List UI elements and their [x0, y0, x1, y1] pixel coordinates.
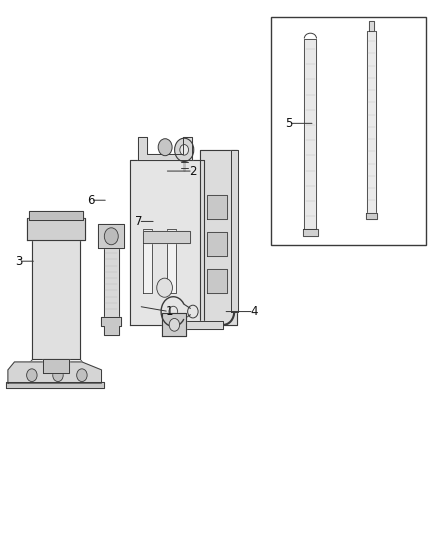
Polygon shape [200, 150, 237, 325]
Circle shape [77, 369, 87, 382]
Polygon shape [8, 362, 102, 383]
Text: 1: 1 [165, 305, 173, 318]
Polygon shape [143, 231, 191, 243]
Circle shape [175, 138, 194, 161]
Polygon shape [143, 229, 152, 293]
Bar [271, 17, 426, 245]
Circle shape [53, 369, 63, 382]
Text: 2: 2 [189, 165, 197, 177]
Polygon shape [29, 212, 83, 220]
Polygon shape [130, 160, 205, 325]
Polygon shape [207, 269, 226, 293]
Polygon shape [138, 136, 192, 160]
Polygon shape [43, 359, 69, 373]
Polygon shape [167, 229, 177, 293]
Circle shape [27, 369, 37, 382]
Polygon shape [367, 30, 376, 214]
Text: 5: 5 [285, 117, 292, 130]
Circle shape [157, 278, 173, 297]
Polygon shape [6, 382, 104, 389]
Circle shape [158, 139, 172, 156]
Polygon shape [162, 313, 186, 336]
Polygon shape [99, 224, 124, 248]
Polygon shape [231, 150, 238, 312]
Polygon shape [369, 21, 374, 30]
Polygon shape [27, 217, 85, 240]
Polygon shape [182, 320, 223, 329]
Polygon shape [304, 38, 317, 229]
Polygon shape [104, 248, 119, 317]
Circle shape [169, 318, 180, 331]
Text: 4: 4 [250, 305, 258, 318]
Polygon shape [366, 214, 377, 219]
Polygon shape [303, 229, 318, 236]
Polygon shape [102, 317, 121, 335]
Circle shape [104, 228, 118, 245]
Polygon shape [207, 232, 226, 256]
Polygon shape [207, 195, 226, 219]
Text: 7: 7 [135, 215, 142, 228]
Text: 3: 3 [15, 255, 22, 268]
Text: 6: 6 [87, 193, 94, 207]
Polygon shape [32, 235, 80, 359]
Circle shape [180, 144, 188, 155]
